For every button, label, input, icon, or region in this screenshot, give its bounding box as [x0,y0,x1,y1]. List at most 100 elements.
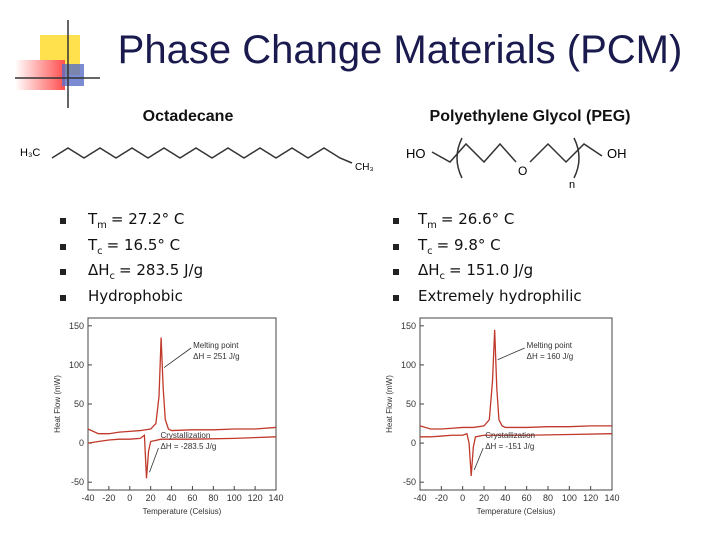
bullet-text: ΔH [418,261,440,279]
x-tick-label: 120 [583,493,598,503]
bullet-text: Extremely hydrophilic [418,286,582,305]
bullet-marker [393,243,399,250]
bullet-text: = 26.6° C [440,210,515,228]
x-tick-label: 100 [227,493,242,503]
y-tick-label: 150 [401,321,416,331]
bullet-marker [60,294,66,301]
bullet-text: T [88,235,98,254]
y-tick-label: 100 [401,360,416,370]
bullet: ΔHc = 151.0 J/g [418,261,533,282]
y-tick-label: 50 [74,399,84,409]
y-axis-label: Heat Flow (mW) [385,375,394,433]
annotation: Melting point [527,341,573,350]
bullet-subscript: m [97,220,107,231]
y-axis-label: Heat Flow (mW) [53,375,62,433]
structure-label: O [518,164,527,178]
slide-title: Phase Change Materials (PCM) [117,28,683,72]
bullet-text: = 151.0 J/g [449,261,534,279]
annotation-arrow [149,447,159,473]
bullet: Tm = 27.2° C [88,210,184,231]
bullet-marker [60,218,66,224]
x-tick-label: 40 [500,493,510,503]
annotation: ΔH = 160 J/g [527,352,573,361]
peg-bracket [456,137,580,179]
annotation: ΔH = -151 J/g [485,442,534,451]
y-tick-label: 0 [411,438,416,448]
bullet-marker [60,269,66,275]
bullet-text: T [418,235,428,254]
bullet: Hydrophobic [88,287,183,305]
bullet-subscript: c [109,271,116,282]
y-tick-label: -50 [403,477,416,487]
bullet-text: T [88,210,98,228]
x-tick-label: 60 [187,493,197,503]
bullet: Extremely hydrophilic [418,287,582,305]
bullet: Tc = 16.5° C [88,236,180,257]
x-tick-label: 80 [208,493,218,503]
bullet-text: = 16.5° C [106,235,181,254]
annotation: Crystallization [160,431,210,440]
bullet-text: Hydrophobic [88,286,183,305]
x-tick-label: -40 [413,493,426,503]
bullet-marker [393,294,399,301]
x-tick-label: -20 [102,493,115,503]
x-tick-label: -40 [81,493,94,503]
column-heading: Polyethylene Glycol (PEG) [429,108,631,125]
peg-bond [431,142,517,164]
bullet-text: ΔH [88,261,110,279]
bullet-text: = 27.2° C [110,210,185,228]
structure-label: n [569,179,575,191]
bullet: Tc = 9.8° C [418,236,501,257]
heat-flow-curve [420,432,613,476]
structure-label: H₃C [20,147,40,159]
column-heading: Octadecane [142,108,234,125]
bullet: Tm = 26.6° C [418,210,514,231]
bullet-subscript: c [427,245,433,257]
y-tick-label: 0 [79,438,84,448]
heat-flow-curve [87,337,277,435]
bullet-marker [393,218,399,224]
annotation: ΔH = -283.5 J/g [160,442,216,451]
y-tick-label: 150 [69,321,84,331]
deco-square [15,60,65,90]
x-tick-label: -20 [435,493,448,503]
annotation: Melting point [193,341,239,350]
x-tick-label: 40 [167,493,177,503]
structure-label: OH [607,146,627,161]
heat-flow-curve [87,434,277,479]
x-tick-label: 60 [522,493,532,503]
x-tick-label: 120 [248,493,263,503]
y-tick-label: 50 [406,399,416,409]
bullet-text: = 9.8° C [436,235,501,254]
x-tick-label: 20 [146,493,156,503]
bullet-subscript: c [97,245,103,257]
annotation: Crystallization [485,431,535,440]
annotation-arrow [497,347,525,361]
bullet-marker [60,243,66,250]
bullet-marker [393,269,399,275]
x-tick-label: 80 [543,493,553,503]
x-tick-label: 140 [268,493,283,503]
x-tick-label: 20 [479,493,489,503]
bullet-text: = 283.5 J/g [119,261,204,279]
structure-label: HO [406,146,426,161]
bullet-text: T [418,210,428,228]
octadecane-bond [51,147,353,164]
bullet: ΔHc = 283.5 J/g [88,261,203,282]
plot-frame [87,317,277,491]
x-tick-label: 0 [460,493,465,503]
y-tick-label: -50 [71,477,84,487]
x-tick-label: 100 [562,493,577,503]
heat-flow-curve [419,329,612,430]
peg-bond [529,142,603,164]
annotation: ΔH = 251 J/g [193,352,239,361]
bullet-subscript: c [439,271,446,282]
bullet-subscript: m [427,220,437,231]
annotation-arrow [163,347,192,368]
x-tick-label: 0 [127,493,132,503]
structure-label: CH₃ [355,162,374,173]
plot-frame [419,317,613,491]
